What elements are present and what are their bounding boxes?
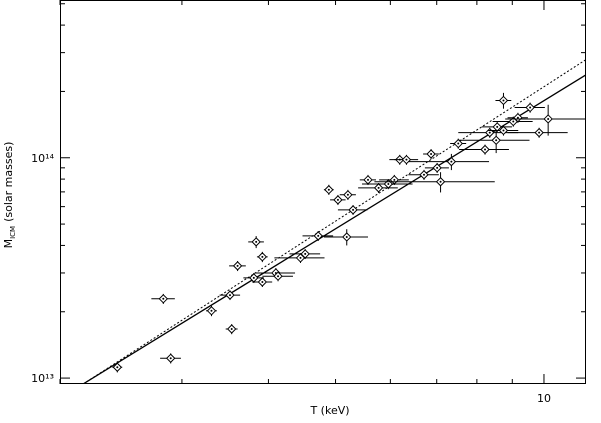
- data-point-center: [496, 125, 499, 128]
- data-point-center: [439, 180, 442, 183]
- data-point-center: [502, 99, 505, 102]
- data-point-center: [495, 139, 498, 142]
- data-point-center: [210, 309, 213, 312]
- data-point-center: [304, 252, 307, 255]
- data-point-center: [327, 188, 330, 191]
- data-point-center: [502, 129, 505, 132]
- data-point-center: [377, 186, 380, 189]
- data-point-center: [450, 160, 453, 163]
- y-axis-label: MICM (solar masses): [2, 142, 17, 249]
- data-point-center: [516, 116, 519, 119]
- data-point-center: [346, 193, 349, 196]
- data-point-center: [547, 117, 550, 120]
- data-point-center: [430, 153, 433, 156]
- data-point-center: [529, 106, 532, 109]
- y-label-text: (solar masses): [2, 142, 15, 222]
- y-tick-label: 10¹⁴: [31, 152, 54, 165]
- data-point-center: [230, 328, 233, 331]
- data-point-center: [367, 178, 370, 181]
- data-point-center: [261, 255, 264, 258]
- data-point-center: [277, 275, 280, 278]
- x-tick-label: 10: [537, 392, 551, 405]
- data-point-center: [422, 173, 425, 176]
- data-point-center: [405, 158, 408, 161]
- data-point-center: [436, 166, 439, 169]
- data-point-center: [255, 240, 258, 243]
- plot-frame: [60, 0, 586, 384]
- data-point-center: [228, 294, 231, 297]
- data-point-center: [488, 131, 491, 134]
- data-point-center: [169, 357, 172, 360]
- data-point-center: [299, 256, 302, 259]
- data-point-center: [162, 297, 165, 300]
- data-point-center: [336, 198, 339, 201]
- y-tick-label: 10¹³: [31, 372, 54, 385]
- data-point-center: [352, 208, 355, 211]
- y-label-symbol: M: [2, 239, 15, 249]
- data-point-center: [538, 131, 541, 134]
- data-point-center: [261, 280, 264, 283]
- data-point-center: [317, 234, 320, 237]
- data-point-center: [393, 178, 396, 181]
- data-point-center: [457, 142, 460, 145]
- x-axis-label: T (keV): [309, 404, 349, 417]
- data-point-center: [512, 120, 515, 123]
- y-label-subscript: ICM: [9, 226, 17, 239]
- fit-line: [82, 74, 586, 384]
- fit-line: [82, 59, 586, 384]
- data-point-center: [387, 183, 390, 186]
- data-point-center: [345, 235, 348, 238]
- data-point-center: [116, 366, 119, 369]
- data-point-center: [484, 148, 487, 151]
- data-point-center: [236, 264, 239, 267]
- data-point-center: [252, 276, 255, 279]
